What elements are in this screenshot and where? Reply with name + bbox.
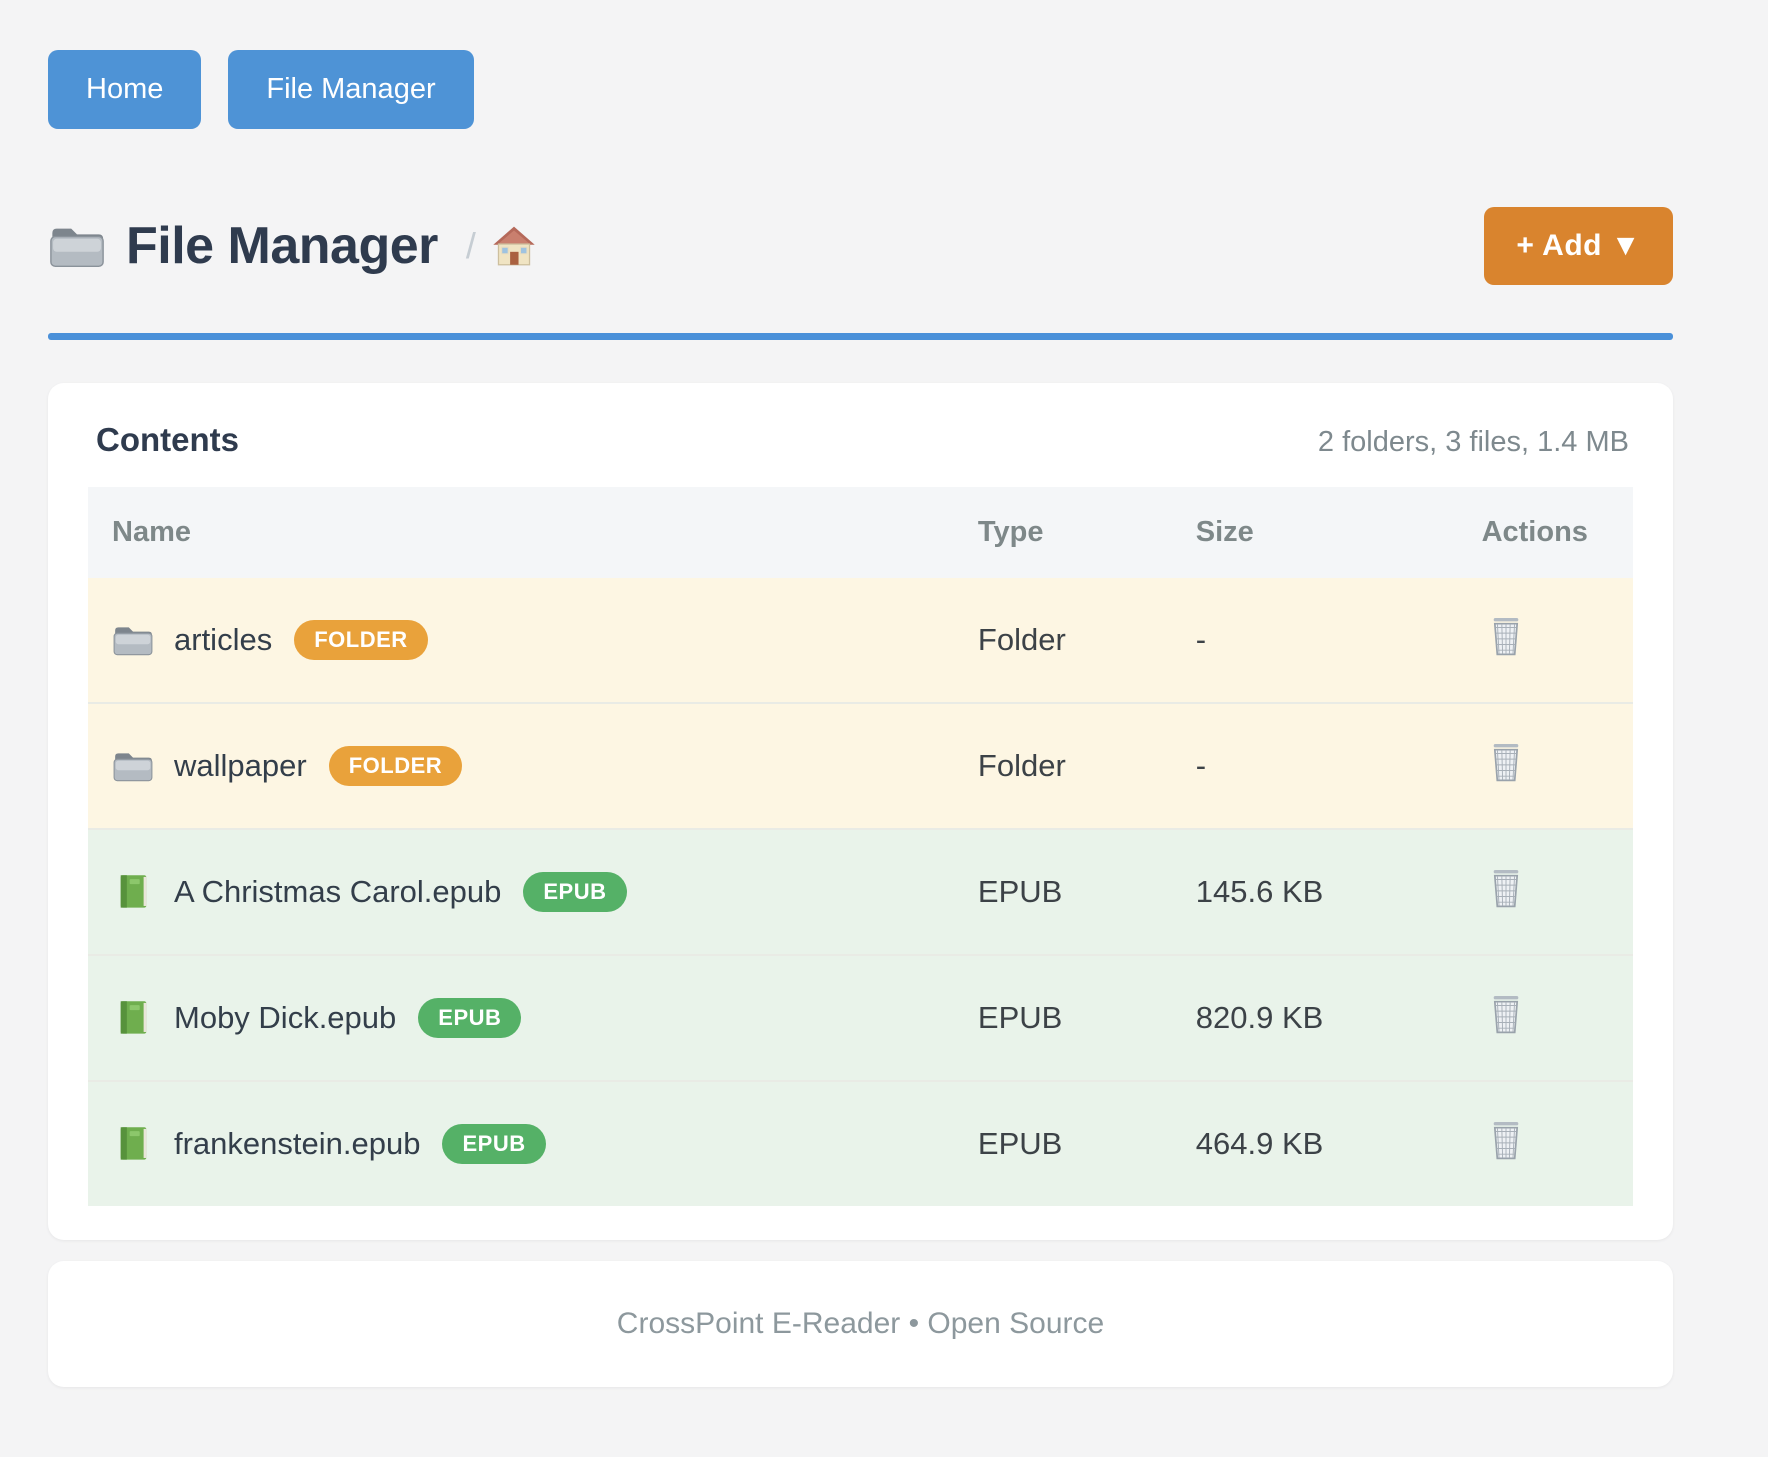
delete-button[interactable] — [1482, 615, 1524, 660]
page-title: File Manager — [126, 217, 438, 275]
trash-icon — [1488, 867, 1524, 909]
table-row[interactable]: articles FOLDER Folder - — [88, 578, 1633, 703]
file-table: Name Type Size Actions — [88, 487, 1633, 1206]
file-name[interactable]: wallpaper — [174, 748, 307, 783]
table-row[interactable]: frankenstein.epub EPUB EPUB 464.9 KB — [88, 1081, 1633, 1206]
type-badge: FOLDER — [328, 746, 463, 786]
header-divider — [48, 333, 1673, 340]
type-badge: FOLDER — [294, 620, 428, 660]
trash-icon — [1488, 1119, 1524, 1161]
type-cell: EPUB — [977, 1126, 1063, 1161]
size-cell: - — [1195, 748, 1207, 783]
delete-button[interactable] — [1482, 993, 1524, 1038]
breadcrumb-separator: / — [465, 225, 476, 266]
book-icon — [112, 873, 154, 911]
trash-icon — [1488, 993, 1524, 1035]
size-cell: - — [1195, 622, 1207, 657]
table-row[interactable]: wallpaper FOLDER Folder - — [88, 703, 1633, 829]
column-header-size: Size — [1195, 487, 1482, 578]
file-name[interactable]: Moby Dick.epub — [174, 1000, 397, 1035]
type-cell: Folder — [977, 748, 1066, 783]
delete-button[interactable] — [1482, 867, 1524, 912]
delete-button[interactable] — [1482, 1119, 1524, 1164]
page-header: File Manager / + Add ▼ — [48, 207, 1673, 285]
size-cell: 464.9 KB — [1195, 1126, 1324, 1161]
trash-icon — [1488, 615, 1524, 657]
table-row[interactable]: A Christmas Carol.epub EPUB EPUB 145.6 K… — [88, 829, 1633, 955]
column-header-type: Type — [977, 487, 1196, 578]
top-nav: Home File Manager — [48, 50, 1673, 129]
book-icon — [112, 999, 154, 1037]
contents-heading: Contents — [96, 421, 239, 458]
type-cell: Folder — [977, 622, 1066, 657]
nav-home-button[interactable]: Home — [48, 50, 202, 129]
contents-summary: 2 folders, 3 files, 1.4 MB — [1317, 426, 1629, 458]
trash-icon — [1488, 741, 1524, 783]
contents-card: Contents 2 folders, 3 files, 1.4 MB Name… — [48, 383, 1673, 1240]
file-name[interactable]: frankenstein.epub — [174, 1126, 421, 1161]
delete-button[interactable] — [1482, 741, 1524, 786]
folder-icon — [48, 221, 106, 271]
footer-text: CrossPoint E-Reader • Open Source — [616, 1307, 1105, 1340]
home-icon — [492, 225, 536, 267]
type-cell: EPUB — [977, 1000, 1063, 1035]
add-button[interactable]: + Add ▼ — [1484, 207, 1673, 285]
contents-card-header: Contents 2 folders, 3 files, 1.4 MB — [88, 421, 1633, 459]
type-cell: EPUB — [977, 874, 1063, 909]
footer-card: CrossPoint E-Reader • Open Source — [48, 1261, 1673, 1387]
file-name[interactable]: A Christmas Carol.epub — [174, 874, 502, 909]
size-cell: 145.6 KB — [1195, 874, 1324, 909]
column-header-actions: Actions — [1481, 487, 1633, 578]
nav-file-manager-button[interactable]: File Manager — [228, 50, 474, 129]
table-header-row: Name Type Size Actions — [88, 487, 1633, 578]
book-icon — [112, 1125, 154, 1163]
breadcrumb-home-link[interactable] — [492, 225, 536, 267]
type-badge: EPUB — [442, 1124, 546, 1164]
folder-icon — [112, 621, 154, 659]
file-name[interactable]: articles — [174, 622, 273, 657]
column-header-name: Name — [88, 487, 978, 578]
title-group: File Manager / — [48, 216, 536, 276]
type-badge: EPUB — [418, 998, 522, 1038]
folder-icon — [112, 747, 154, 785]
table-row[interactable]: Moby Dick.epub EPUB EPUB 820.9 KB — [88, 955, 1633, 1081]
type-badge: EPUB — [523, 872, 627, 912]
size-cell: 820.9 KB — [1195, 1000, 1324, 1035]
